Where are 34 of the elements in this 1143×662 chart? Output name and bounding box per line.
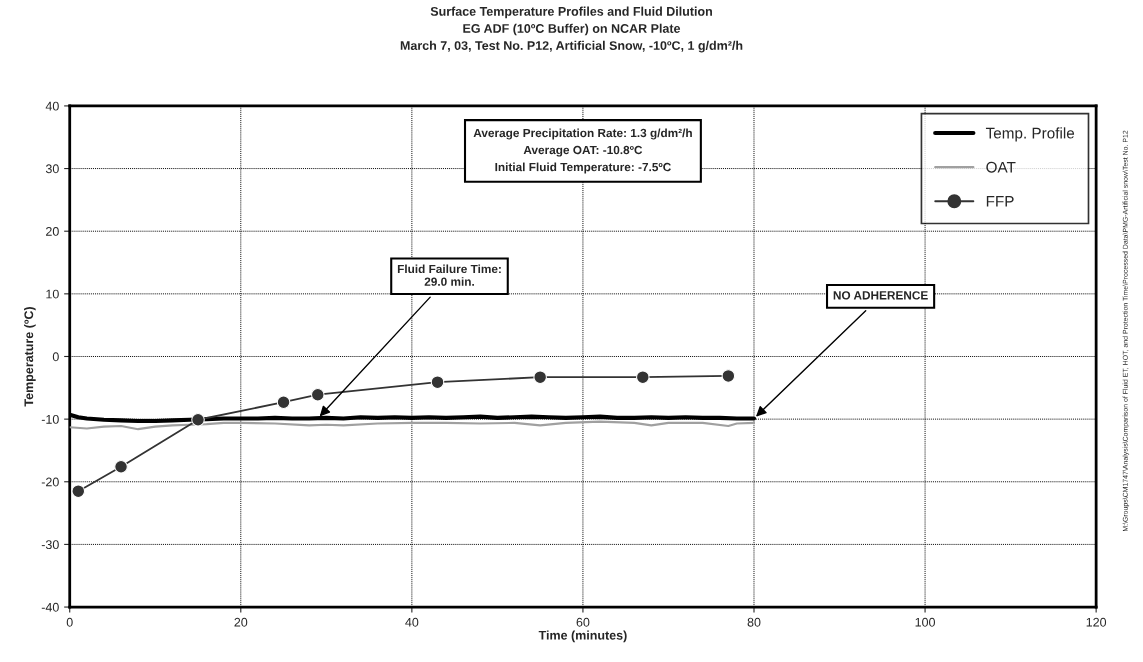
x-axis-title: Time (minutes) xyxy=(538,630,627,643)
x-tick-label: 80 xyxy=(747,617,761,627)
y-tick-label: 40 xyxy=(45,101,59,111)
y-axis-title: Temperature (ºC) xyxy=(24,307,36,407)
x-tick-label: 20 xyxy=(234,617,248,627)
point xyxy=(430,375,445,389)
point xyxy=(114,459,128,474)
point xyxy=(71,484,86,498)
point xyxy=(636,370,650,384)
point xyxy=(191,412,205,427)
y-tick-label: -10 xyxy=(41,414,59,424)
y-tick-label: 30 xyxy=(45,164,59,174)
legend-label: Temp. Profile xyxy=(985,127,1075,142)
x-tick-label: 40 xyxy=(405,617,419,627)
y-tick-label: -40 xyxy=(41,602,59,612)
annotation: Fluid Failure Time: 29.0 min. xyxy=(397,264,501,286)
x-tick-label: 120 xyxy=(1086,617,1107,627)
y-tick-label: -30 xyxy=(41,540,59,550)
x-tick-label: 100 xyxy=(915,617,936,627)
x-tick-label: 60 xyxy=(576,617,590,627)
x-tick-label: 0 xyxy=(66,617,73,627)
annotation: Average Precipitation Rate: 1.3 g/dm²/h Average OAT: -10.8ºC Initial Fluid Temperature: -7.5ºC xyxy=(473,128,692,174)
y-tick-label: 10 xyxy=(46,289,59,299)
point xyxy=(311,387,325,402)
y-tick-label: -20 xyxy=(41,477,59,487)
chart-title: Surface Temperature Profiles and Fluid Dilution EG ADF (10ºC Buffer) on NCAR Plate March 7, 03, Test No. P12, Artificial Snow, -10ºC, 1 g/dm²/h xyxy=(400,6,743,53)
annotation: NO ADHERENCE xyxy=(833,291,928,300)
legend-label: FFP xyxy=(986,196,1014,207)
point xyxy=(276,395,291,409)
y-tick-label: 20 xyxy=(46,227,59,236)
legend-label: OAT xyxy=(986,161,1016,173)
point xyxy=(533,370,547,384)
point xyxy=(721,369,736,383)
y-tick-label: 0 xyxy=(52,352,59,362)
